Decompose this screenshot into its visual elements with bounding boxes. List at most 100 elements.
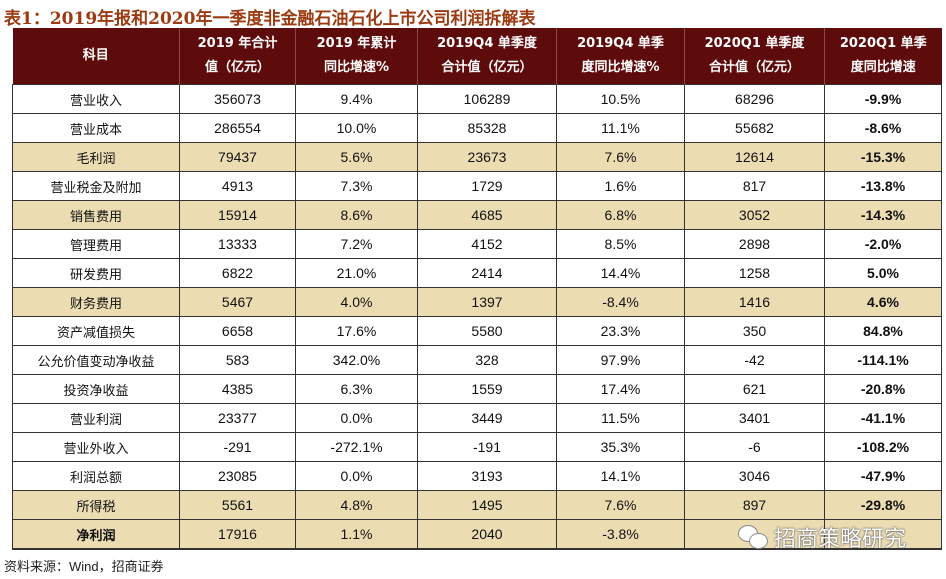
- table-cell: 1397: [417, 287, 557, 317]
- table-cell: 2898: [684, 229, 825, 259]
- table-cell: 4685: [417, 200, 557, 230]
- row-label: 毛利润: [12, 142, 180, 172]
- table-cell: 9.4%: [295, 84, 418, 114]
- table-cell: 342.0%: [295, 345, 418, 375]
- table-cell: 1559: [417, 374, 557, 404]
- row-label: 公允价值变动净收益: [12, 345, 180, 375]
- table-cell: 7.6%: [556, 142, 685, 172]
- table-cell: -108.2%: [824, 432, 942, 462]
- column-header-line: 同比增速%: [323, 60, 390, 75]
- table-cell: 1.6%: [556, 171, 685, 201]
- row-label: 管理费用: [12, 229, 180, 259]
- source-note: 资料来源：Wind，招商证券: [4, 559, 164, 574]
- column-header-line: 2019 年累计: [316, 36, 397, 51]
- table-row: 营业外收入 -291 -272.1% -191 35.3% -6 -108.2%: [12, 432, 942, 462]
- table-row: 营业税金及附加 4913 7.3% 1729 1.6% 817 -13.8%: [12, 171, 942, 201]
- table-cell: -8.4%: [556, 287, 685, 317]
- table-cell: 0.0%: [295, 461, 418, 491]
- table-cell: 5.0%: [824, 258, 942, 288]
- table-cell: 7.6%: [556, 490, 685, 520]
- column-header-line: 值（亿元）: [204, 60, 270, 75]
- table-cell: 2414: [417, 258, 557, 288]
- table-cell: 35.3%: [556, 432, 685, 462]
- row-label: 营业外收入: [12, 432, 180, 462]
- table-row: 营业利润 23377 0.0% 3449 11.5% 3401 -41.1%: [12, 403, 942, 433]
- table-cell: 85328: [417, 113, 557, 143]
- column-header: 2019Q4 单季 度同比增速%: [556, 28, 685, 85]
- table-cell: 14.4%: [556, 258, 685, 288]
- column-header-line: 度同比增速: [850, 60, 916, 75]
- table-cell: 1729: [417, 171, 557, 201]
- table-cell: 23.3%: [556, 316, 685, 346]
- table-cell: 11.1%: [556, 113, 685, 143]
- table-cell: 621: [684, 374, 825, 404]
- table-cell: -114.1%: [824, 345, 942, 375]
- table-cell: -6: [684, 432, 825, 462]
- table-cell: -14.3%: [824, 200, 942, 230]
- table-cell: 4385: [179, 374, 296, 404]
- table-cell: 23673: [417, 142, 557, 172]
- row-label: 营业成本: [12, 113, 180, 143]
- table-cell: -191: [417, 432, 557, 462]
- row-label: 净利润: [12, 519, 180, 550]
- table-cell: -41.1%: [824, 403, 942, 433]
- table-row: 毛利润 79437 5.6% 23673 7.6% 12614 -15.3%: [12, 142, 942, 172]
- row-label: 投资净收益: [12, 374, 180, 404]
- column-header-line: 2019Q4 单季度: [437, 36, 537, 51]
- table-cell: -29.8%: [824, 490, 942, 520]
- table-cell: 1258: [684, 258, 825, 288]
- table-cell: 356073: [179, 84, 296, 114]
- table-row: 研发费用 6822 21.0% 2414 14.4% 1258 5.0%: [12, 258, 942, 288]
- table-cell: 5467: [179, 287, 296, 317]
- table-title: 表1：2019年报和2020年一季度非金融石油石化上市公司利润拆解表: [4, 9, 536, 29]
- row-label: 营业收入: [12, 84, 180, 114]
- table-cell: 7.2%: [295, 229, 418, 259]
- column-header-line: 2019 年合计: [197, 36, 278, 51]
- table-cell: 6658: [179, 316, 296, 346]
- table-cell: 11.5%: [556, 403, 685, 433]
- column-header: 科目: [12, 28, 180, 85]
- table-cell: -15.3%: [824, 142, 942, 172]
- table-cell: 4.0%: [295, 287, 418, 317]
- column-header-line: 2020Q1 单季: [839, 36, 927, 51]
- row-label: 所得税: [12, 490, 180, 520]
- column-header: 2019 年合计 值（亿元）: [179, 28, 296, 85]
- column-header: 2020Q1 单季度 合计值（亿元）: [684, 28, 825, 85]
- table-cell: 583: [179, 345, 296, 375]
- row-label: 研发费用: [12, 258, 180, 288]
- watermark-text: 招商策略研究: [774, 527, 907, 552]
- table-row: 资产减值损失 6658 17.6% 5580 23.3% 350 84.8%: [12, 316, 942, 346]
- table-cell: 17.6%: [295, 316, 418, 346]
- table-cell: 15914: [179, 200, 296, 230]
- column-header-line: 科目: [82, 48, 109, 63]
- table-cell: [824, 519, 942, 550]
- table-cell: 68296: [684, 84, 825, 114]
- table-cell: 3449: [417, 403, 557, 433]
- column-header: 2019Q4 单季度 合计值（亿元）: [417, 28, 557, 85]
- table-row: 利润总额 23085 0.0% 3193 14.1% 3046 -47.9%: [12, 461, 942, 491]
- table-cell: 1495: [417, 490, 557, 520]
- column-header: 2019 年累计 同比增速%: [295, 28, 418, 85]
- table-cell: 817: [684, 171, 825, 201]
- table-cell: -272.1%: [295, 432, 418, 462]
- table-cell: -3.8%: [556, 519, 685, 550]
- column-header-line: 合计值（亿元）: [441, 60, 533, 75]
- table-cell: 7.3%: [295, 171, 418, 201]
- table-row: 投资净收益 4385 6.3% 1559 17.4% 621 -20.8%: [12, 374, 942, 404]
- table-cell: 5561: [179, 490, 296, 520]
- table-cell: 897: [684, 490, 825, 520]
- table-cell: 79437: [179, 142, 296, 172]
- row-label: 营业税金及附加: [12, 171, 180, 201]
- table-cell: 3052: [684, 200, 825, 230]
- table-cell: -291: [179, 432, 296, 462]
- table-row: 财务费用 5467 4.0% 1397 -8.4% 1416 4.6%: [12, 287, 942, 317]
- table-cell: 6.3%: [295, 374, 418, 404]
- watermark: 招商策略研究: [738, 521, 906, 553]
- table-cell: -20.8%: [824, 374, 942, 404]
- table-cell: 1416: [684, 287, 825, 317]
- table-cell: 23085: [179, 461, 296, 491]
- table-cell: -47.9%: [824, 461, 942, 491]
- table-cell: 3193: [417, 461, 557, 491]
- table-cell: 350: [684, 316, 825, 346]
- column-header-line: 度同比增速%: [581, 60, 660, 75]
